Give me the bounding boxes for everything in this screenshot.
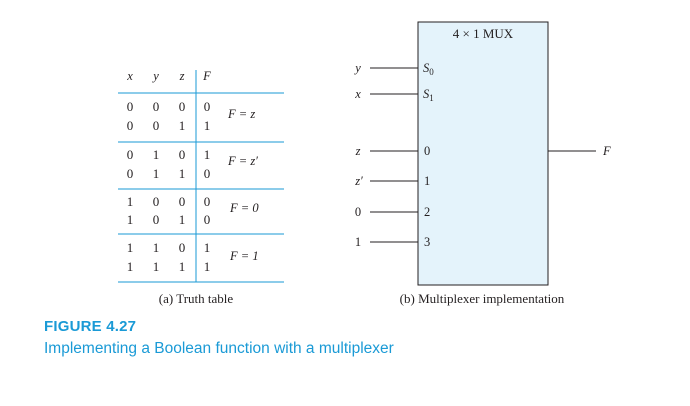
data-pin-1: 1 — [424, 174, 430, 188]
data-pin-3: 3 — [424, 235, 430, 249]
cell: 0 — [179, 147, 186, 162]
cell: 1 — [127, 259, 134, 274]
cell: 1 — [153, 147, 160, 162]
data-input-z: z — [355, 144, 361, 158]
header-z: z — [179, 69, 185, 83]
cell: 1 — [204, 240, 211, 255]
cell: 1 — [179, 212, 186, 227]
cell: 1 — [127, 212, 134, 227]
data-pin-2: 2 — [424, 205, 430, 219]
cell: 1 — [127, 240, 134, 255]
cell: 0 — [153, 212, 160, 227]
cell: 1 — [179, 166, 186, 181]
group-expression: F = 1 — [229, 249, 259, 263]
select-pin-s1: S1 — [423, 87, 434, 103]
figure-label: FIGURE 4.27 — [44, 318, 137, 335]
data-input-1: 1 — [355, 235, 361, 249]
output-f: F — [602, 144, 611, 158]
cell: 0 — [204, 212, 211, 227]
select-pin-s0: S0 — [423, 61, 434, 77]
cell: 0 — [153, 99, 160, 114]
cell: 1 — [127, 194, 134, 209]
cell: 0 — [127, 166, 134, 181]
cell: 1 — [179, 118, 186, 133]
header-y: y — [151, 69, 159, 83]
truth-table: x y z F 0 0 0 0 0 0 1 1 F = z 0 1 0 1 0 … — [118, 69, 284, 306]
data-pin-0: 0 — [424, 144, 430, 158]
group-expression: F = z′ — [227, 154, 258, 168]
cell: 0 — [153, 118, 160, 133]
header-f: F — [202, 69, 211, 83]
cell: 1 — [153, 166, 160, 181]
cell: 0 — [127, 118, 134, 133]
cell: 1 — [153, 240, 160, 255]
select-input-y: y — [353, 61, 361, 75]
cell: 0 — [179, 99, 186, 114]
cell: 0 — [179, 240, 186, 255]
group-expression: F = z — [227, 107, 255, 121]
group-expression: F = 0 — [229, 201, 259, 215]
cell: 1 — [204, 259, 211, 274]
mux-title: 4 × 1 MUX — [453, 26, 514, 41]
multiplexer: 4 × 1 MUX y S0 x S1 z 0 z′ 1 0 2 1 3 F (… — [353, 21, 611, 306]
cell: 1 — [153, 259, 160, 274]
figure-caption: Implementing a Boolean function with a m… — [44, 340, 394, 357]
data-input-0: 0 — [355, 205, 361, 219]
mux-caption: (b) Multiplexer implementation — [400, 291, 565, 306]
header-x: x — [126, 69, 133, 83]
cell: 1 — [204, 147, 211, 162]
data-input-z-prime: z′ — [354, 174, 363, 188]
cell: 0 — [204, 99, 211, 114]
cell: 0 — [204, 194, 211, 209]
cell: 0 — [179, 194, 186, 209]
cell: 0 — [153, 194, 160, 209]
select-input-x: x — [354, 87, 361, 101]
cell: 0 — [204, 166, 211, 181]
cell: 0 — [127, 99, 134, 114]
mux-box — [417, 21, 549, 286]
cell: 1 — [204, 118, 211, 133]
truth-table-caption: (a) Truth table — [159, 291, 234, 306]
cell: 0 — [127, 147, 134, 162]
cell: 1 — [179, 259, 186, 274]
